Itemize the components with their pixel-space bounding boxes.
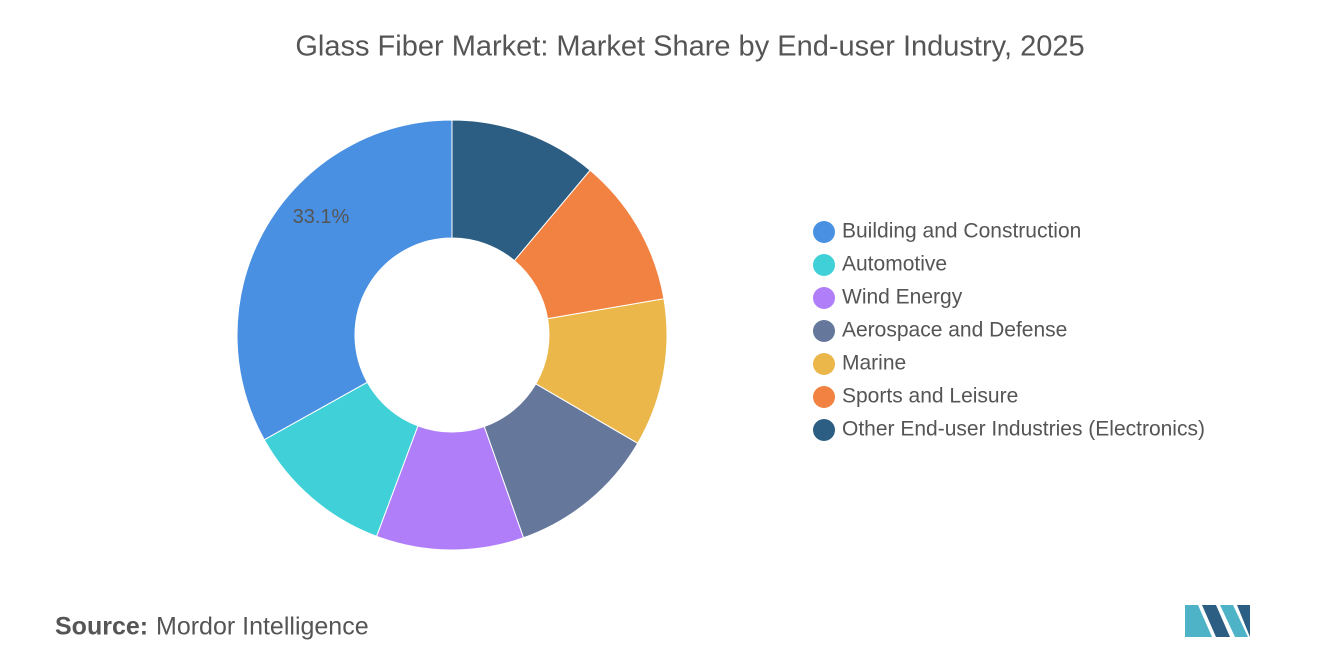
legend-swatch [813,287,835,309]
legend-label: Marine [842,352,906,375]
slice [236,119,453,441]
legend-swatch [813,254,835,276]
legend-swatch [813,353,835,375]
legend-label: Building and Construction [842,220,1081,243]
slice [451,119,591,262]
legend-label: Sports and Leisure [842,385,1018,408]
slice [263,381,419,538]
slice [375,425,525,551]
logo [1185,605,1250,637]
slice [513,169,665,320]
source: Mordor Intelligence [156,613,369,641]
legend-swatch [813,221,835,243]
data-label: 33.1% [293,206,350,228]
chart-title: Glass Fiber Market: Market Share by End-… [295,31,1084,63]
slice [535,298,668,444]
legend-swatch [813,320,835,342]
legend-label: Other End-user Industries (Electronics) [842,418,1205,441]
legend-label: Wind Energy [842,286,963,309]
legend-swatch [813,419,835,441]
legend-label: Aerospace and Defense [842,319,1067,342]
legend-swatch [813,386,835,408]
slice [483,383,639,539]
legend-label: Automotive [842,253,947,276]
source-label: Source: [55,613,148,641]
